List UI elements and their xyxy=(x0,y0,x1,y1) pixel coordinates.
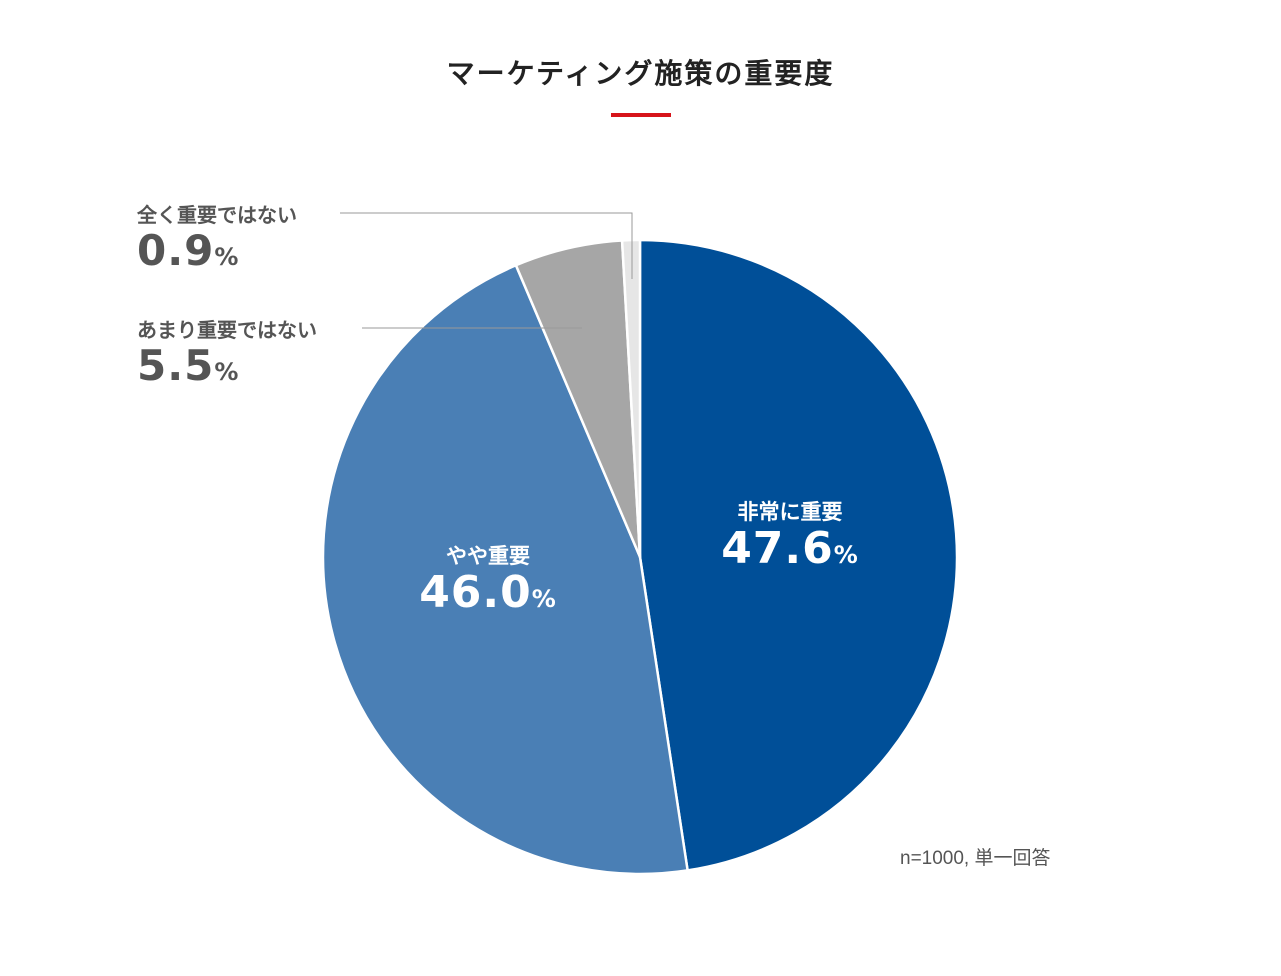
pie-slice-1 xyxy=(321,264,689,876)
slice-label-not-important-at-all: 全く重要ではない 0.9% xyxy=(137,199,297,274)
pie-slice-3 xyxy=(620,238,642,559)
slice-value-label: 46.0% xyxy=(419,567,557,618)
slice-label-not-very-important: あまり重要ではない 5.5% xyxy=(137,314,317,389)
sample-note: n=1000, 単一回答 xyxy=(900,848,1051,869)
slice-value-label: 5.5% xyxy=(137,341,240,390)
slice-category-label: あまり重要ではない xyxy=(137,318,317,342)
slice-category-label: やや重要 xyxy=(446,544,530,568)
slice-value-label: 0.9% xyxy=(137,226,240,275)
chart-title: マーケティング施策の重要度 xyxy=(446,57,835,90)
pie-slice-0 xyxy=(638,238,959,872)
slice-label-very-important: 非常に重要 47.6% xyxy=(720,496,860,572)
slice-label-somewhat-important: やや重要 46.0% xyxy=(418,540,558,616)
title-accent-bar xyxy=(611,113,671,117)
slice-category-label: 全く重要ではない xyxy=(137,203,297,227)
leader-line-not-important xyxy=(340,212,633,279)
slice-value-label: 47.6% xyxy=(721,523,859,574)
slice-category-label: 非常に重要 xyxy=(737,500,843,524)
